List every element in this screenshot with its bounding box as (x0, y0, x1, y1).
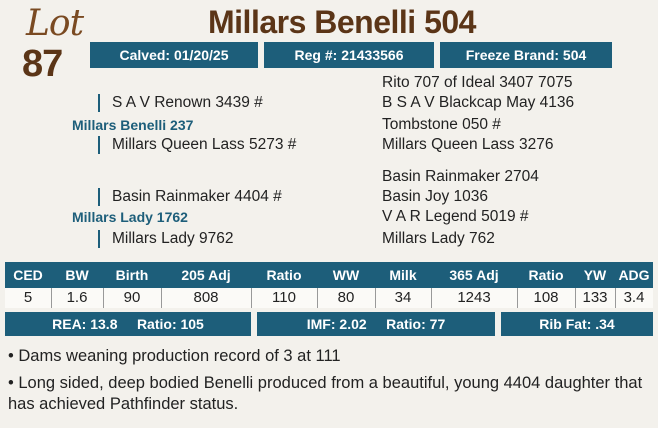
stats-value-ratio: 110 (272, 289, 296, 306)
rea-value: REA: 13.8 (52, 316, 118, 332)
stats-header-bw: BW (65, 267, 89, 283)
stats-separator (517, 288, 518, 308)
stats-header-adg: ADG (618, 267, 650, 283)
note-weaning-record: • Dams weaning production record of 3 at… (8, 347, 341, 365)
stats-separator (251, 288, 252, 308)
stats-value-row: 5 1.6 90 808 110 80 34 1243 108 133 3.4 (5, 288, 653, 308)
pedigree-sire-sire: S A V Renown 3439 # (98, 94, 263, 112)
stats-value-ww: 80 (337, 289, 355, 306)
pedigree-dsd: Basin Joy 1036 (382, 188, 488, 205)
stats-separator (431, 288, 432, 308)
stats-header-ced: CED (13, 267, 43, 283)
stats-separator (317, 288, 318, 308)
stats-separator (375, 288, 376, 308)
imf-badge: IMF: 2.02 Ratio: 77 (257, 312, 495, 336)
stats-header-365-adj: 365 Adj (449, 267, 499, 283)
stats-separator (51, 288, 52, 308)
pedigree-dds: V A R Legend 5019 # (382, 208, 529, 225)
stats-separator (615, 288, 616, 308)
rea-ratio-value: Ratio: 105 (136, 316, 204, 332)
pedigree-ddd: Millars Lady 762 (382, 230, 495, 247)
stats-header-milk: Milk (389, 267, 417, 283)
pedigree-dam-dam: Millars Lady 9762 (98, 230, 233, 248)
imf-value: IMF: 2.02 (306, 316, 367, 332)
note-description: • Long sided, deep bodied Benelli produc… (8, 374, 643, 413)
stats-header-birth: Birth (115, 267, 149, 283)
pedigree-sdd: Millars Queen Lass 3276 (382, 136, 554, 153)
stats-value-ratio-2: 108 (533, 289, 559, 306)
pedigree-dss: Basin Rainmaker 2704 (382, 168, 539, 185)
stats-separator (161, 288, 162, 308)
pedigree-sss: Rito 707 of Ideal 3407 7075 (382, 74, 573, 91)
pedigree-sire-dam: Millars Queen Lass 5273 # (98, 136, 296, 154)
pedigree-dam-sire: Basin Rainmaker 4404 # (98, 188, 282, 206)
stats-value-birth: 90 (123, 289, 141, 306)
animal-name-title: Millars Benelli 504 (208, 4, 476, 40)
lot-number: 87 (22, 43, 63, 85)
pedigree-ssd: B S A V Blackcap May 4136 (382, 94, 575, 111)
imf-ratio-value: Ratio: 77 (386, 316, 446, 332)
stats-header-ratio-2: Ratio (528, 267, 564, 283)
pedigree-sds: Tombstone 050 # (382, 116, 501, 133)
stats-value-ced: 5 (23, 289, 33, 306)
stats-separator (575, 288, 576, 308)
stats-value-205-adj: 808 (193, 289, 219, 306)
stats-header-yw: YW (583, 267, 607, 283)
freeze-brand-badge: Freeze Brand: 504 (440, 42, 612, 68)
stats-header-ww: WW (332, 267, 360, 283)
stats-value-yw: 133 (582, 289, 608, 306)
stats-value-milk: 34 (394, 289, 412, 306)
rib-fat-badge: Rib Fat: .34 (501, 312, 653, 336)
stats-separator (103, 288, 104, 308)
stats-header-ratio: Ratio (266, 267, 302, 283)
rea-badge: REA: 13.8 Ratio: 105 (5, 312, 251, 336)
lot-label: Lot (26, 3, 84, 44)
stats-value-adg: 3.4 (623, 289, 645, 306)
pedigree-sire: Millars Benelli 237 (72, 117, 194, 133)
stats-header-row: CED BW Birth 205 Adj Ratio WW Milk 365 A… (5, 262, 653, 288)
calved-date-badge: Calved: 01/20/25 (90, 42, 258, 68)
stats-header-205-adj: 205 Adj (181, 267, 231, 283)
stats-value-365-adj: 1243 (457, 289, 491, 306)
registration-number-badge: Reg #: 21433566 (264, 42, 434, 68)
pedigree-dam: Millars Lady 1762 (72, 209, 188, 225)
stats-value-bw: 1.6 (66, 289, 88, 306)
